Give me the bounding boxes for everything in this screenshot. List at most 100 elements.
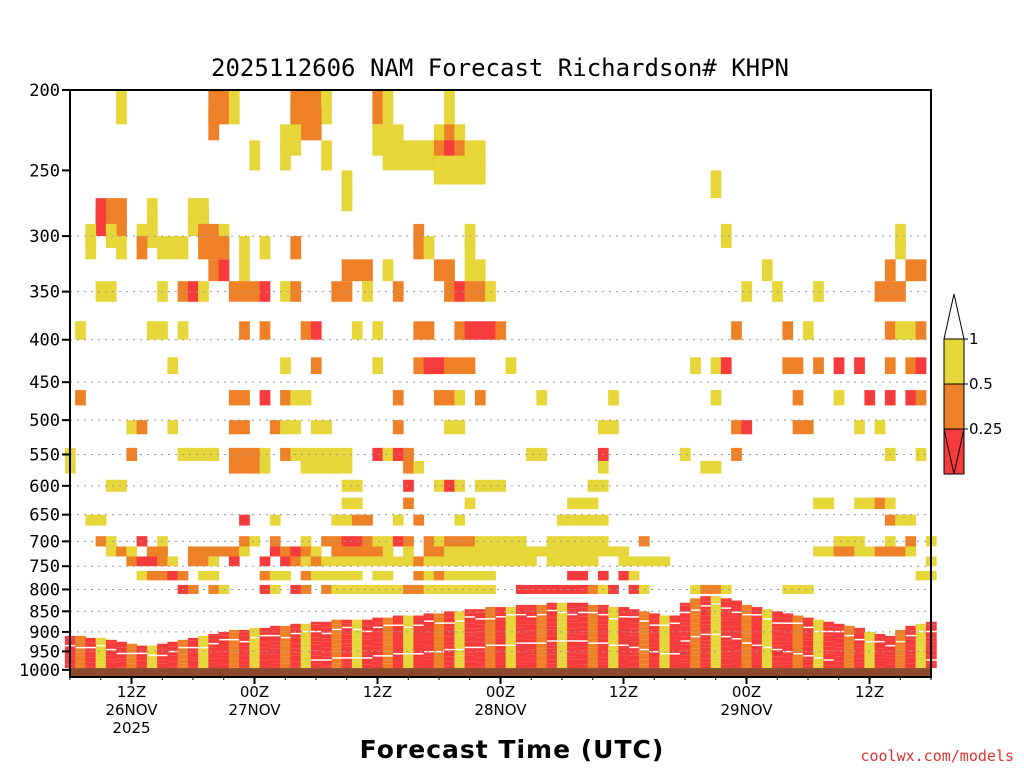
boundary-layer-segment	[618, 612, 630, 617]
heatmap-cell	[351, 570, 363, 581]
boundary-layer-segment	[731, 645, 742, 651]
heatmap-cell	[874, 420, 886, 435]
boundary-layer-segment	[741, 636, 753, 643]
boundary-layer-segment	[167, 646, 179, 651]
boundary-layer-segment	[679, 655, 691, 660]
heatmap-cell	[280, 390, 291, 406]
boundary-layer-segment	[444, 665, 455, 669]
heatmap-cell	[690, 584, 701, 594]
heatmap-cell	[392, 447, 404, 461]
boundary-layer-segment	[638, 626, 650, 631]
boundary-layer-segment	[720, 658, 732, 665]
boundary-layer-segment	[146, 656, 158, 662]
boundary-layer-segment	[813, 636, 824, 640]
boundary-layer-segment	[75, 648, 86, 653]
boundary-layer-segment	[177, 663, 189, 667]
boundary-layer-segment	[198, 648, 209, 653]
boundary-layer-segment	[597, 638, 609, 643]
boundary-layer-segment	[690, 632, 701, 636]
boundary-layer-segment	[597, 604, 609, 608]
boundary-layer-segment	[833, 632, 845, 639]
boundary-layer-segment	[915, 656, 927, 662]
boundary-layer-segment	[567, 652, 578, 657]
heatmap-cell	[423, 570, 435, 581]
colorbar-label: 0.25	[969, 420, 1002, 438]
boundary-layer-segment	[536, 648, 548, 653]
boundary-layer-segment	[864, 660, 876, 664]
heatmap-cell	[187, 198, 199, 224]
boundary-layer-segment	[372, 646, 384, 650]
heatmap-cell	[259, 321, 271, 340]
boundary-layer-segment	[659, 635, 671, 641]
heatmap-cell	[116, 198, 127, 224]
boundary-layer-segment	[864, 645, 876, 652]
heatmap-cell	[280, 546, 291, 557]
heatmap-cell	[454, 556, 466, 567]
boundary-layer	[64, 596, 937, 677]
y-tick-label: 200	[29, 81, 60, 101]
heatmap-cell	[362, 514, 373, 526]
boundary-layer-segment	[690, 598, 701, 605]
boundary-layer-segment	[495, 638, 507, 645]
y-tick-label: 750	[29, 557, 60, 577]
heatmap-cell	[864, 497, 876, 510]
boundary-layer-segment	[649, 638, 660, 644]
boundary-layer-segment	[474, 619, 486, 625]
heatmap-cell	[310, 107, 322, 141]
boundary-layer-segment	[597, 664, 609, 669]
boundary-layer-segment	[444, 645, 455, 649]
boundary-layer-segment	[505, 621, 517, 627]
boundary-layer-segment	[618, 646, 630, 652]
colorbar-bin	[943, 383, 965, 430]
heatmap-cell	[331, 546, 343, 557]
boundary-layer-segment	[843, 654, 855, 660]
boundary-layer-segment	[423, 659, 435, 666]
boundary-layer-segment	[433, 635, 445, 642]
heatmap-cell	[515, 556, 527, 567]
boundary-layer-segment	[536, 618, 548, 625]
boundary-layer-segment	[321, 660, 332, 667]
boundary-layer-segment	[587, 619, 599, 625]
heatmap-cell	[177, 570, 189, 581]
boundary-layer-segment	[669, 642, 681, 649]
heatmap-cell	[454, 546, 466, 557]
boundary-layer-segment	[259, 627, 271, 632]
boundary-layer-segment	[259, 642, 271, 648]
boundary-layer-segment	[915, 647, 927, 651]
boundary-layer-segment	[792, 639, 804, 643]
boundary-layer-segment	[146, 661, 158, 666]
heatmap-cell	[198, 198, 209, 224]
heatmap-cell	[239, 514, 250, 526]
boundary-layer-segment	[843, 625, 855, 629]
heatmap-cell	[854, 536, 865, 547]
boundary-layer-segment	[577, 634, 589, 641]
boundary-layer-segment	[331, 644, 343, 649]
boundary-layer-segment	[392, 654, 404, 658]
boundary-layer-segment	[813, 619, 824, 626]
boundary-layer-segment	[321, 641, 332, 648]
heatmap-cell	[587, 556, 599, 567]
heatmap-cell	[905, 390, 917, 406]
boundary-layer-segment	[126, 654, 138, 658]
heatmap-cell	[177, 321, 189, 340]
heatmap-cell	[239, 321, 250, 340]
boundary-layer-segment	[433, 628, 445, 633]
boundary-layer-segment	[526, 658, 537, 662]
boundary-layer-segment	[321, 652, 332, 657]
boundary-layer-segment	[403, 665, 414, 669]
heatmap-cell	[157, 321, 168, 340]
heatmap-cell	[310, 460, 322, 474]
heatmap-cell	[259, 236, 271, 260]
boundary-layer-segment	[413, 620, 425, 625]
boundary-layer-segment	[874, 653, 886, 658]
boundary-layer-segment	[341, 646, 353, 653]
ground-layer	[70, 668, 931, 677]
heatmap-cell	[208, 546, 220, 557]
heatmap-cell	[843, 536, 855, 547]
heatmap-cell	[813, 281, 824, 302]
heatmap-cell	[136, 570, 148, 581]
boundary-layer-segment	[700, 635, 712, 641]
heatmap-cell	[423, 140, 435, 171]
boundary-layer-segment	[280, 645, 291, 652]
boundary-layer-segment	[546, 648, 558, 655]
